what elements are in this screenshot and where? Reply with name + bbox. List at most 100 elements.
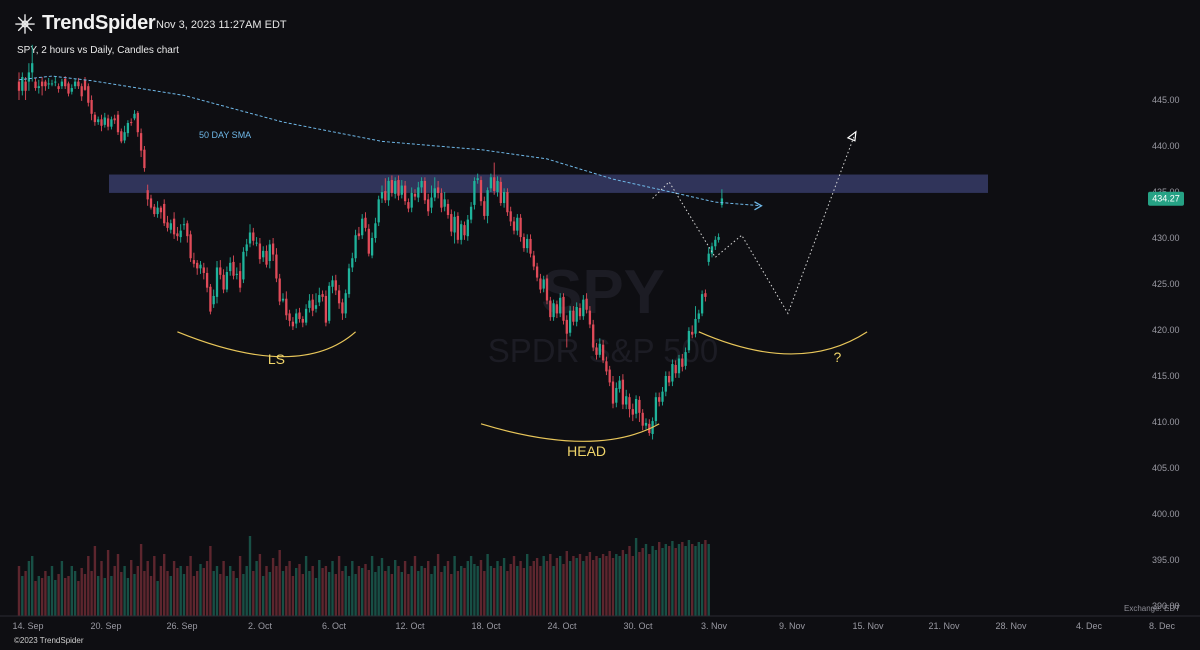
candle-body[interactable] [717, 237, 720, 240]
candle-body[interactable] [469, 206, 473, 220]
candle-body[interactable] [707, 253, 710, 262]
candle-body[interactable] [354, 235, 357, 259]
candle-body[interactable] [658, 397, 661, 402]
candle-body[interactable] [397, 180, 400, 196]
candle-body[interactable] [285, 298, 288, 316]
candle-body[interactable] [595, 347, 598, 355]
candle-body[interactable] [575, 307, 578, 322]
candle-body[interactable] [552, 303, 555, 318]
candle-body[interactable] [479, 180, 483, 202]
candle-body[interactable] [420, 180, 423, 188]
candle-body[interactable] [275, 254, 278, 279]
candle-body[interactable] [400, 185, 403, 195]
candle-body[interactable] [334, 280, 337, 291]
candle-body[interactable] [453, 216, 456, 233]
candle-body[interactable] [466, 219, 469, 237]
candle-body[interactable] [166, 222, 169, 228]
candle-body[interactable] [308, 300, 311, 308]
candle-body[interactable] [549, 300, 552, 318]
candle-body[interactable] [380, 192, 384, 199]
candle-body[interactable] [529, 238, 532, 254]
candle-body[interactable] [271, 243, 275, 255]
candle-body[interactable] [80, 86, 83, 97]
candle-body[interactable] [446, 203, 450, 215]
candle-body[interactable] [298, 312, 301, 319]
candle-body[interactable] [67, 83, 70, 94]
candle-body[interactable] [618, 380, 621, 389]
candle-body[interactable] [608, 369, 611, 383]
candle-body[interactable] [377, 199, 380, 223]
candle-body[interactable] [598, 343, 601, 355]
candle-body[interactable] [364, 217, 367, 228]
candle-body[interactable] [483, 201, 486, 216]
candle-body[interactable] [592, 324, 595, 348]
candle-body[interactable] [493, 177, 496, 192]
candle-body[interactable] [238, 271, 242, 288]
candle-body[interactable] [34, 81, 37, 89]
candle-body[interactable] [423, 180, 427, 201]
candle-body[interactable] [97, 119, 100, 123]
candle-body[interactable] [176, 233, 179, 237]
candle-body[interactable] [687, 330, 691, 351]
candle-body[interactable] [460, 224, 463, 240]
candle-body[interactable] [77, 81, 80, 87]
candle-body[interactable] [202, 267, 205, 273]
candle-body[interactable] [526, 238, 529, 249]
candle-body[interactable] [215, 267, 219, 297]
candle-body[interactable] [677, 358, 681, 374]
candle-body[interactable] [506, 192, 509, 213]
candle-body[interactable] [565, 319, 568, 334]
candle-body[interactable] [133, 113, 136, 119]
candle-body[interactable] [694, 318, 697, 334]
candle-body[interactable] [199, 264, 202, 269]
candle-body[interactable] [242, 251, 245, 280]
candle-body[interactable] [582, 299, 585, 317]
candle-body[interactable] [430, 197, 433, 208]
candle-body[interactable] [252, 232, 255, 241]
candle-body[interactable] [235, 273, 238, 275]
candle-body[interactable] [542, 279, 545, 289]
candle-body[interactable] [535, 266, 539, 278]
candle-body[interactable] [179, 230, 182, 238]
candle-body[interactable] [196, 262, 199, 269]
candle-body[interactable] [245, 244, 248, 251]
candle-body[interactable] [116, 114, 120, 133]
candle-body[interactable] [410, 192, 413, 208]
candle-body[interactable] [384, 191, 387, 201]
candle-body[interactable] [370, 238, 374, 256]
candle-body[interactable] [189, 234, 192, 259]
candle-body[interactable] [720, 198, 724, 205]
candle-body[interactable] [519, 217, 522, 238]
candle-body[interactable] [123, 132, 126, 141]
candle-body[interactable] [634, 399, 638, 414]
candle-body[interactable] [337, 290, 341, 304]
candle-body[interactable] [436, 187, 440, 193]
candle-body[interactable] [367, 228, 370, 254]
candle-body[interactable] [83, 79, 87, 90]
candle-body[interactable] [212, 295, 215, 305]
candle-body[interactable] [70, 88, 73, 92]
candle-body[interactable] [54, 81, 57, 83]
candle-body[interactable] [341, 302, 344, 314]
candle-body[interactable] [172, 218, 176, 235]
candle-body[interactable] [417, 187, 420, 198]
candle-body[interactable] [704, 293, 707, 297]
candle-body[interactable] [644, 422, 648, 426]
candle-body[interactable] [605, 361, 608, 372]
candle-body[interactable] [281, 298, 285, 301]
candle-body[interactable] [710, 246, 714, 254]
candle-body[interactable] [638, 399, 641, 413]
candle-body[interactable] [450, 214, 453, 232]
candle-body[interactable] [120, 131, 123, 142]
candle-body[interactable] [714, 239, 717, 247]
candle-body[interactable] [311, 299, 314, 311]
candle-body[interactable] [50, 83, 54, 85]
candle-body[interactable] [225, 272, 229, 290]
candle-body[interactable] [73, 81, 77, 87]
candle-body[interactable] [24, 81, 27, 91]
candle-body[interactable] [456, 215, 460, 240]
candle-body[interactable] [90, 100, 93, 114]
candle-body[interactable] [664, 376, 667, 392]
candle-body[interactable] [17, 81, 21, 91]
